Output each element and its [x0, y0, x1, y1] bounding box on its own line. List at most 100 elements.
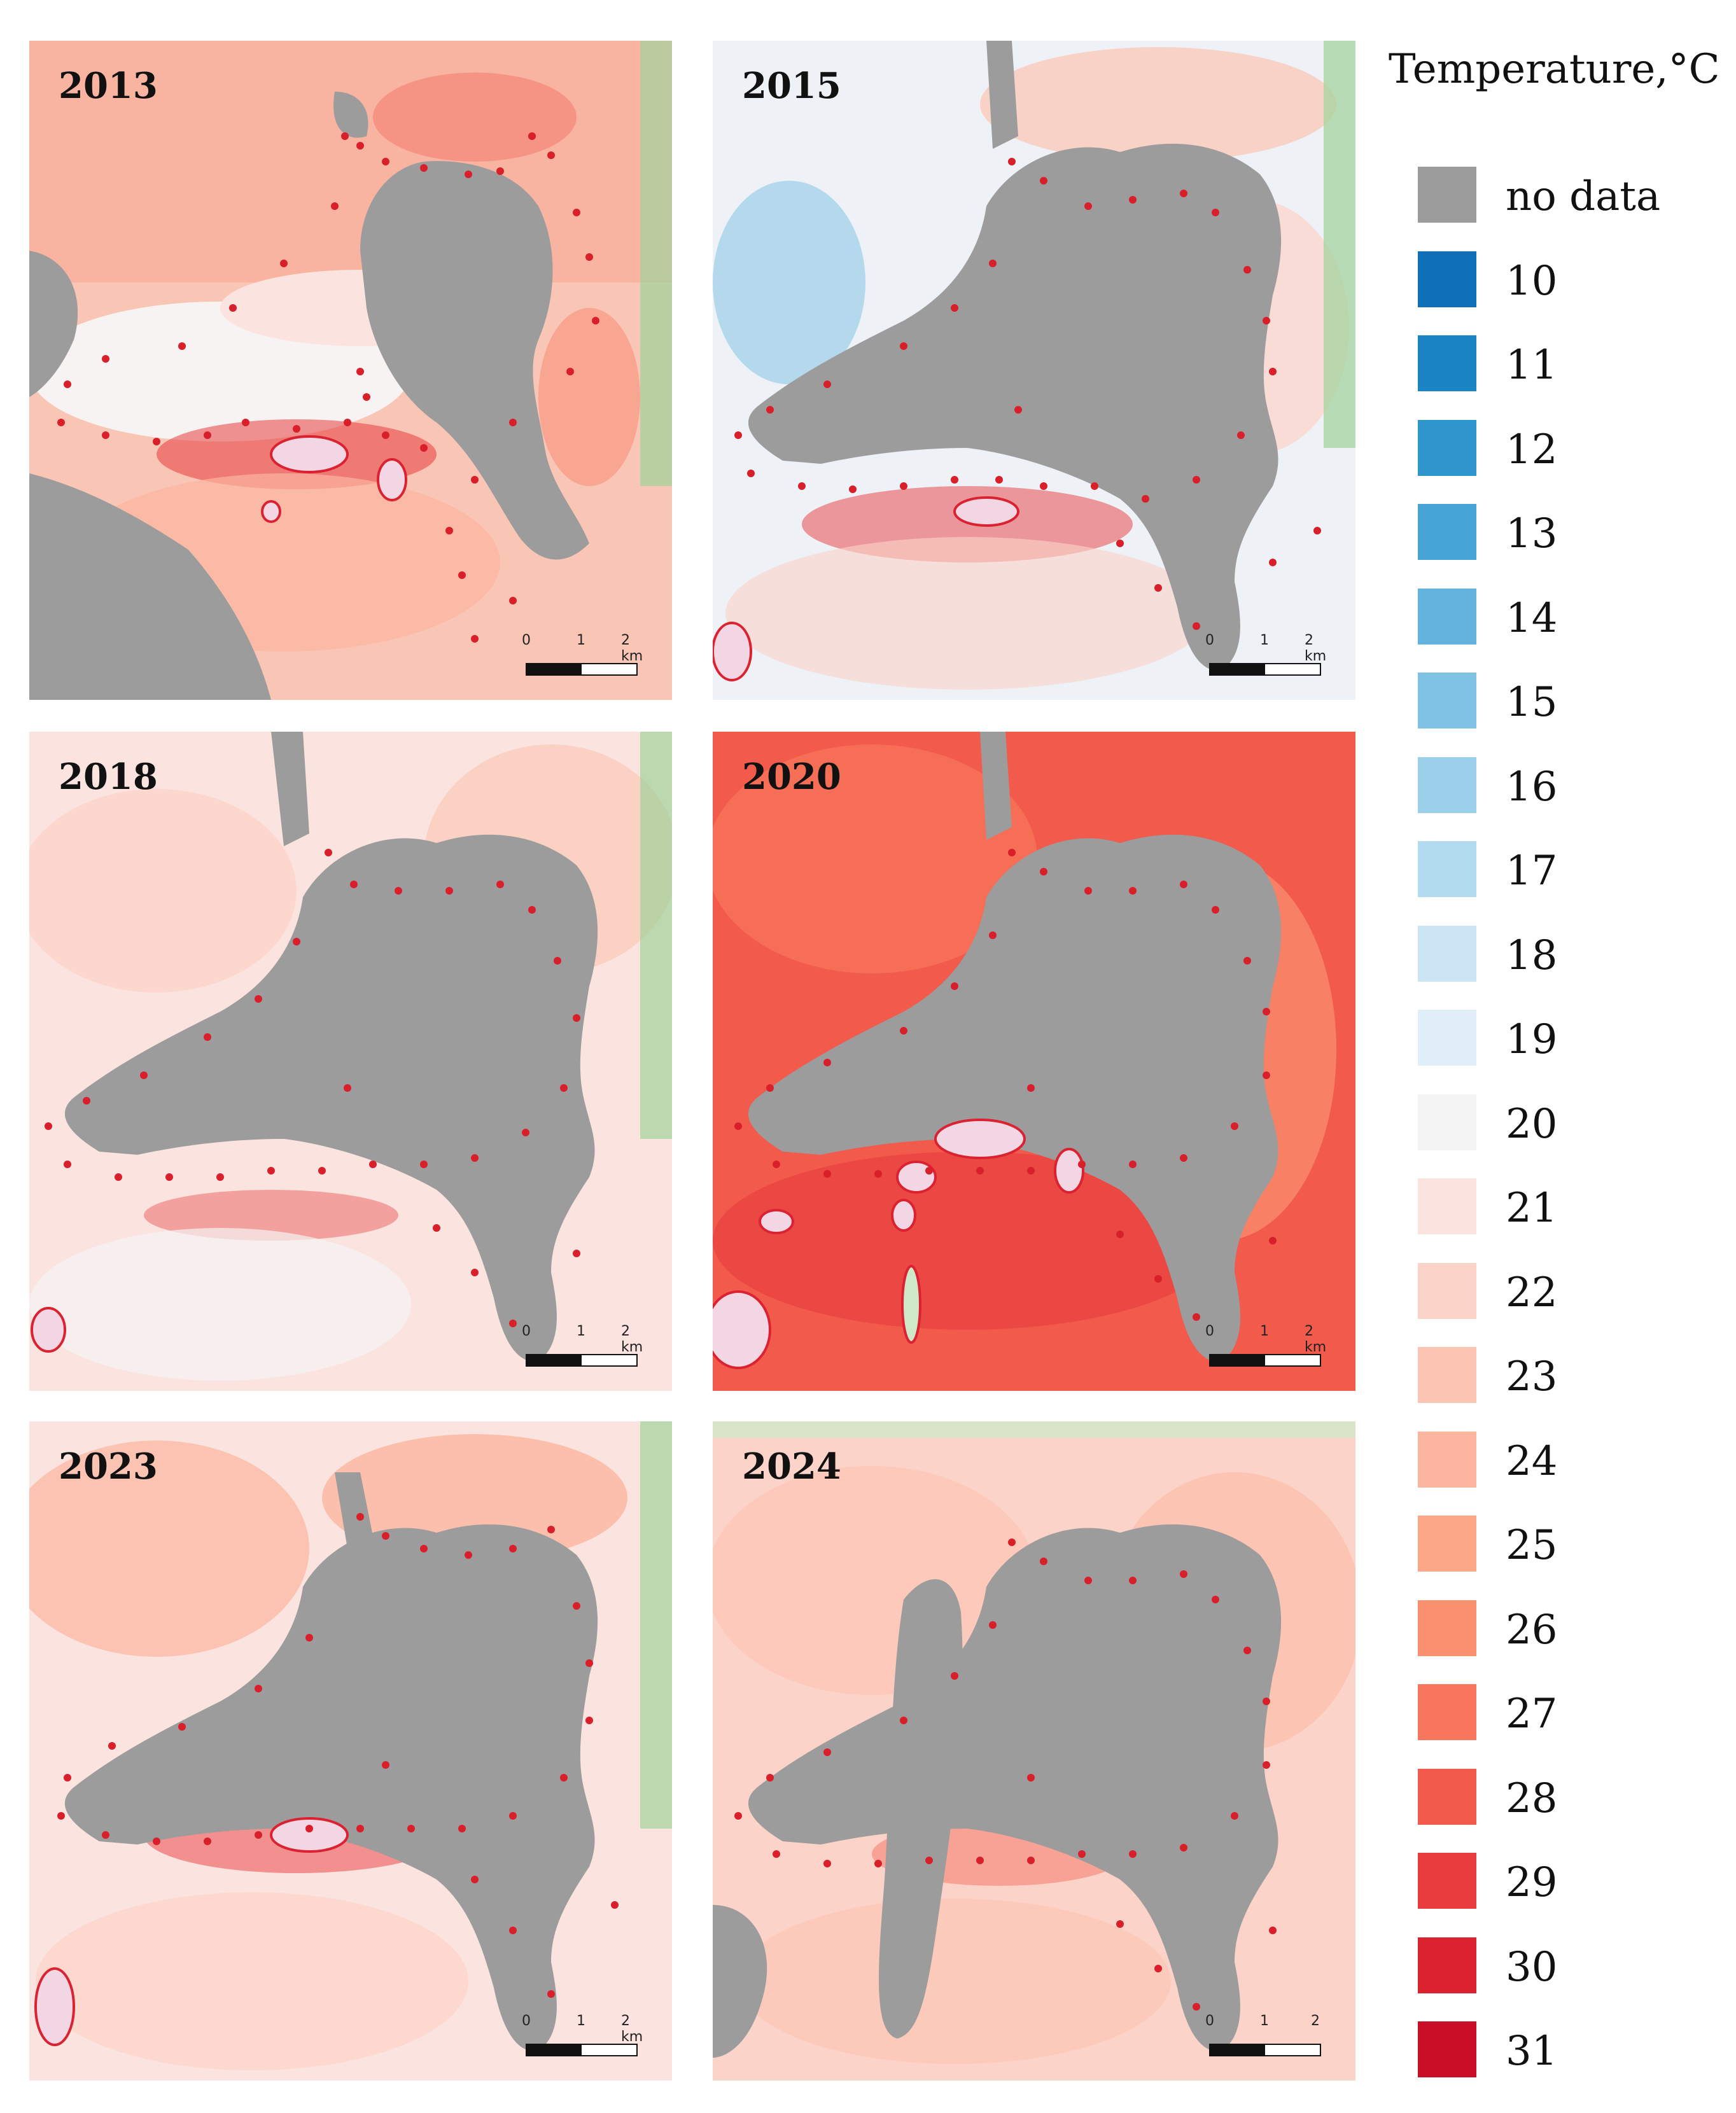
legend-item: 29	[1418, 1853, 1711, 1910]
legend-swatch	[1418, 1937, 1476, 1993]
map-panel-2024: 2024 0 1 2	[713, 1421, 1355, 2081]
legend-title: Temperature,°C	[1389, 46, 1720, 93]
legend-label: 11	[1506, 342, 1558, 389]
scale-bar-graphic	[1209, 1354, 1321, 1367]
legend-item: 28	[1418, 1768, 1711, 1826]
scale-label-zero: 0	[1205, 632, 1214, 648]
scale-bar-graphic	[1209, 663, 1321, 676]
panel-year-label: 2023	[59, 1446, 158, 1488]
legend-item: 10	[1418, 251, 1711, 309]
legend-swatch	[1418, 1516, 1476, 1572]
legend-item: 22	[1418, 1262, 1711, 1320]
legend-label: 12	[1506, 426, 1558, 473]
legend-swatch	[1418, 1094, 1476, 1150]
legend-label: 17	[1506, 847, 1558, 895]
temperature-map-2023	[29, 1421, 672, 2081]
panel-year-label: 2018	[59, 756, 158, 798]
legend-label: 10	[1506, 257, 1558, 305]
scale-label-two: 2 km	[621, 1323, 643, 1355]
legend-swatch	[1418, 588, 1476, 645]
legend-item: 21	[1418, 1178, 1711, 1236]
legend-label: no data	[1506, 173, 1661, 220]
legend-swatch	[1418, 1262, 1476, 1319]
scale-label-one: 1	[1260, 1323, 1269, 1339]
legend-item: 24	[1418, 1431, 1711, 1489]
legend-swatch	[1418, 419, 1476, 476]
legend-item: 14	[1418, 588, 1711, 646]
scale-label-two: 2 km	[1305, 1323, 1327, 1355]
scale-label-zero: 0	[1205, 2013, 1214, 2029]
legend-item: 12	[1418, 419, 1711, 477]
temperature-map-2013	[29, 41, 672, 700]
temperature-map-2018	[29, 732, 672, 1391]
legend-swatch	[1418, 1431, 1476, 1488]
legend-label: 14	[1506, 594, 1558, 642]
legend-item: 31	[1418, 2021, 1711, 2079]
map-panel-2013: 2013 0 1 2 km	[29, 41, 672, 700]
scale-label-two: 2 km	[621, 632, 643, 664]
legend-label: 22	[1506, 1269, 1558, 1316]
legend-swatch	[1418, 1178, 1476, 1234]
scale-bar: 0 1 2 km	[522, 632, 647, 683]
map-panel-2023: 2023 0 1 2 km	[29, 1421, 672, 2081]
legend-swatch	[1418, 925, 1476, 982]
panel-year-label: 2015	[742, 65, 841, 107]
scale-label-zero: 0	[1205, 1323, 1214, 1339]
legend-swatch	[1418, 335, 1476, 391]
panel-year-label: 2024	[742, 1446, 841, 1488]
legend-label: 25	[1506, 1522, 1558, 1569]
legend-item: 23	[1418, 1347, 1711, 1404]
legend-item: no data	[1418, 167, 1711, 224]
scale-bar-graphic	[526, 663, 638, 676]
legend-item: 13	[1418, 504, 1711, 561]
legend-label: 31	[1506, 2028, 1558, 2075]
legend-item: 17	[1418, 841, 1711, 898]
panel-year-label: 2013	[59, 65, 158, 107]
legend-label: 20	[1506, 1100, 1558, 1148]
legend-item: 11	[1418, 335, 1711, 393]
legend-swatch	[1418, 1010, 1476, 1066]
legend-swatch	[1418, 673, 1476, 729]
scale-bar-graphic	[526, 2044, 638, 2056]
legend-label: 24	[1506, 1437, 1558, 1485]
legend-label: 27	[1506, 1691, 1558, 1738]
legend-item: 25	[1418, 1516, 1711, 1573]
temperature-map-2015	[713, 41, 1355, 700]
legend-item: 27	[1418, 1684, 1711, 1741]
legend-swatch	[1418, 167, 1476, 223]
scale-label-zero: 0	[522, 632, 531, 648]
scale-bar: 0 1 2 km	[522, 2013, 647, 2064]
legend-item: 19	[1418, 1010, 1711, 1067]
map-panel-2015: 2015 0 1 2 km	[713, 41, 1355, 700]
legend-label: 21	[1506, 1185, 1558, 1232]
legend-label: 19	[1506, 1016, 1558, 1063]
map-panel-2020: 2020 0 1 2 km	[713, 732, 1355, 1391]
scale-bar: 0 1 2	[1205, 2013, 1330, 2064]
scale-label-one: 1	[1260, 2013, 1269, 2029]
legend-swatch	[1418, 504, 1476, 560]
legend-item: 30	[1418, 1937, 1711, 1995]
temperature-map-2020	[713, 732, 1355, 1391]
legend-label: 23	[1506, 1353, 1558, 1400]
legend-swatch	[1418, 1347, 1476, 1403]
scale-label-two: 2 km	[621, 2013, 643, 2045]
scale-label-one: 1	[577, 632, 585, 648]
legend-label: 18	[1506, 931, 1558, 979]
scale-label-one: 1	[1260, 632, 1269, 648]
legend-item: 26	[1418, 1600, 1711, 1657]
legend-label: 28	[1506, 1775, 1558, 1822]
legend-swatch	[1418, 1768, 1476, 1825]
legend-swatch	[1418, 757, 1476, 813]
legend-item: 18	[1418, 925, 1711, 983]
legend-label: 29	[1506, 1859, 1558, 1906]
temperature-map-2024	[713, 1421, 1355, 2081]
scale-label-two: 2 km	[1305, 632, 1327, 664]
legend-swatch	[1418, 1684, 1476, 1740]
legend-item: 15	[1418, 673, 1711, 730]
legend-swatch	[1418, 1600, 1476, 1656]
legend-label: 30	[1506, 1943, 1558, 1991]
legend-swatch	[1418, 251, 1476, 307]
scale-bar-graphic	[1209, 2044, 1321, 2056]
legend-label: 15	[1506, 679, 1558, 726]
legend-swatch	[1418, 1853, 1476, 1909]
